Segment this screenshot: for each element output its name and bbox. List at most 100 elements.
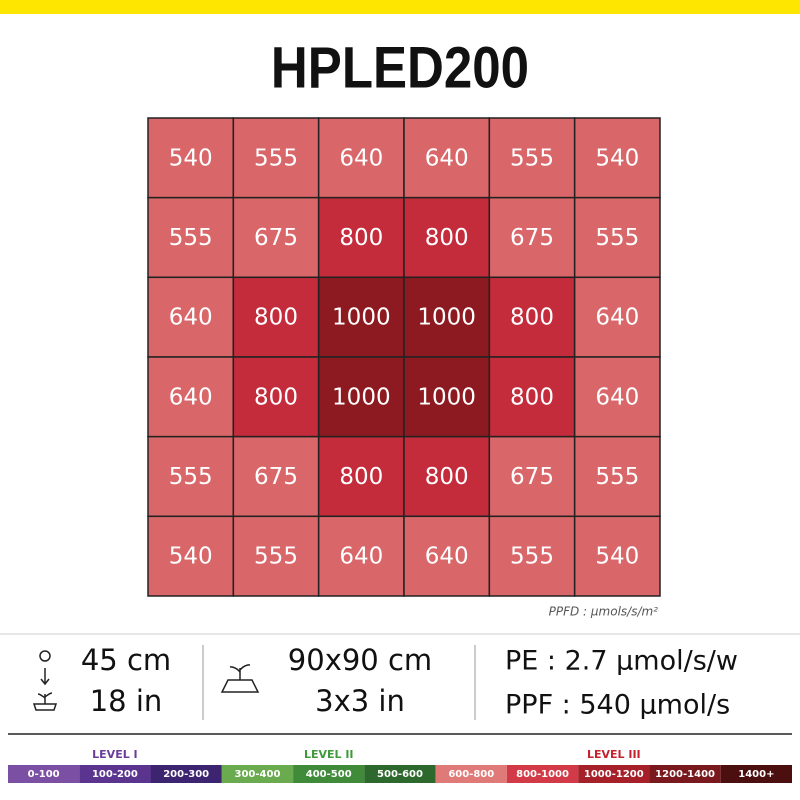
cell-value: 540 [595,544,639,570]
cell-value: 640 [169,384,213,410]
cell-value: 555 [254,145,298,171]
legend-swatch [293,765,365,783]
area-icon [220,664,260,693]
cell [147,276,235,358]
legend-swatch [221,765,294,783]
cell [403,515,491,597]
area-cm: 90x90 cm [288,643,432,677]
legend-label: 0-100 [28,769,60,780]
legend-swatch [649,765,721,783]
cell [573,196,661,279]
area-in: 3x3 in [315,684,405,718]
cell-value: 800 [510,305,554,331]
cell [317,196,405,279]
top-bar [0,0,800,14]
cell-value: 555 [169,464,213,490]
cell [488,435,576,518]
legend-label: 200-300 [163,769,209,780]
cell-value: 540 [595,145,639,171]
cell-value: 640 [595,305,639,331]
cell [232,515,320,597]
title: HPLED200 [271,35,529,100]
cell-value: 675 [510,225,554,251]
cell-value: 1000 [417,305,476,331]
cell [147,196,235,279]
cell [147,356,235,438]
cell-value: 1000 [417,384,476,410]
cell-value: 640 [595,384,639,410]
legend-swatch [79,765,151,783]
cell-value: 800 [254,305,298,331]
cell-value: 800 [425,225,469,251]
cell-value: 640 [425,145,469,171]
cell [317,356,405,438]
cell [147,435,235,518]
cell-value: 640 [339,145,383,171]
ppf: PPF : 540 µmol/s [505,690,730,721]
cell-value: 555 [169,225,213,251]
cell [317,435,405,518]
legend-swatch [506,765,579,783]
height-cm: 45 cm [81,643,171,677]
legend-swatch [435,765,507,783]
cell [488,276,576,358]
cell-value: 555 [595,225,639,251]
unit-note: PPFD : µmols/s/m² [549,605,659,619]
legend-label: 300-400 [235,769,281,780]
legend-swatch [720,765,792,783]
cell [488,117,576,199]
cell-value: 800 [339,225,383,251]
pe: PE : 2.7 µmol/s/w [505,646,738,677]
cell-value: 800 [339,464,383,490]
cell-value: 555 [510,145,554,171]
cell-value: 555 [595,464,639,490]
cell [573,435,661,518]
cell-value: 540 [169,544,213,570]
cell-value: 1000 [332,305,391,331]
cell [488,515,576,597]
cell-value: 540 [169,145,213,171]
level-label: LEVEL II [304,748,354,761]
cell [403,435,491,518]
level-label: LEVEL III [587,748,641,761]
legend-swatch [150,765,222,783]
legend-swatch [364,765,436,783]
legend-label: 400-500 [306,769,352,780]
cell-value: 640 [425,544,469,570]
legend-swatch [8,765,80,783]
level-label: LEVEL I [92,748,137,761]
legend-label: 100-200 [92,769,138,780]
height-in: 18 in [90,684,163,718]
cell [573,276,661,358]
cell [403,356,491,438]
legend-swatch [578,765,650,783]
cell [573,117,661,199]
cell [147,117,235,199]
cell-value: 640 [169,305,213,331]
legend-label: 800-1000 [516,769,569,780]
height-icon [32,650,58,711]
cell-value: 675 [254,225,298,251]
cell-value: 675 [510,464,554,490]
cell [573,515,661,597]
cell [403,276,491,358]
cell [317,117,405,199]
cell [232,435,320,518]
cell-value: 800 [510,384,554,410]
cell-value: 555 [254,544,298,570]
cell [488,196,576,279]
cell-value: 640 [339,544,383,570]
cell-value: 800 [425,464,469,490]
cell-value: 675 [254,464,298,490]
legend-label: 1200-1400 [655,769,715,780]
legend-label: 1400+ [738,769,774,780]
cell [232,356,320,438]
legend-label: 1000-1200 [584,769,644,780]
cell-value: 800 [254,384,298,410]
cell-value: 1000 [332,384,391,410]
legend-label: 500-600 [377,769,423,780]
cell-value: 555 [510,544,554,570]
cell [317,276,405,358]
legend-label: 600-800 [448,769,494,780]
